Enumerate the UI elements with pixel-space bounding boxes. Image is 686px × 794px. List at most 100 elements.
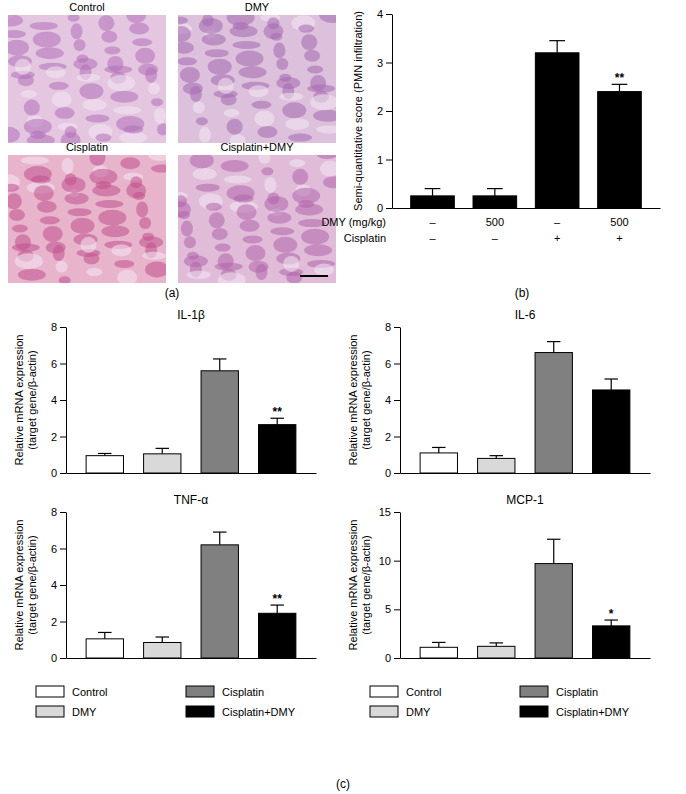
micrograph-label: DMY bbox=[245, 1, 270, 13]
tissue-texture bbox=[221, 160, 249, 172]
tick-mark bbox=[394, 658, 400, 659]
tick-mark bbox=[60, 364, 66, 365]
tick-mark bbox=[60, 622, 66, 623]
tick-mark bbox=[60, 437, 66, 438]
tissue-texture bbox=[298, 25, 314, 33]
tissue-texture bbox=[190, 86, 202, 102]
legend-swatch bbox=[370, 686, 398, 697]
tissue-texture bbox=[264, 177, 276, 193]
error-bar-stem bbox=[432, 189, 433, 196]
error-bar-stem bbox=[494, 189, 495, 196]
tick-label: 5 bbox=[385, 603, 391, 615]
axis-line bbox=[400, 328, 401, 474]
bar-chart: 02468IL-6Relative mRNA expression(target… bbox=[347, 308, 651, 479]
tissue-texture bbox=[89, 169, 117, 185]
plot-area bbox=[411, 41, 642, 208]
tissue-texture bbox=[9, 209, 25, 221]
tissue-texture bbox=[178, 42, 194, 54]
tissue-texture bbox=[212, 228, 228, 240]
y-axis-title: Relative mRNA expression bbox=[13, 520, 25, 651]
y-tick: 2 bbox=[385, 431, 400, 443]
tick-label: 0 bbox=[385, 467, 391, 479]
tissue-texture bbox=[8, 30, 26, 38]
tissue-texture bbox=[236, 51, 264, 67]
error-bar-stem bbox=[277, 605, 278, 613]
error-bar-stem bbox=[162, 637, 163, 642]
tissue-texture bbox=[8, 127, 20, 143]
tissue-texture bbox=[184, 255, 208, 267]
error-bar-stem bbox=[619, 84, 620, 91]
tick-mark bbox=[394, 473, 400, 474]
tick-mark bbox=[394, 327, 400, 328]
tick-mark bbox=[60, 327, 66, 328]
tick-label: 0 bbox=[51, 652, 57, 664]
tick-label: 2 bbox=[51, 616, 57, 628]
error-bar bbox=[432, 642, 445, 647]
tick-mark bbox=[394, 364, 400, 365]
error-bar-stem bbox=[438, 642, 439, 647]
legend-label: Cisplatin bbox=[222, 686, 264, 698]
error-bar-stem bbox=[553, 539, 554, 563]
tissue-texture bbox=[12, 225, 28, 233]
tissue-texture bbox=[46, 66, 66, 78]
micrograph-image bbox=[178, 15, 336, 143]
tissue-texture bbox=[317, 155, 336, 159]
bar bbox=[598, 92, 642, 208]
tissue-texture bbox=[98, 210, 126, 226]
tick-label: 3 bbox=[377, 57, 383, 69]
error-bar-stem bbox=[557, 41, 558, 53]
y-tick: 5 bbox=[385, 603, 400, 615]
tissue-texture bbox=[95, 200, 123, 208]
axis-line bbox=[400, 513, 401, 659]
tissue-texture bbox=[209, 212, 225, 228]
error-bar-stem bbox=[104, 632, 105, 638]
tissue-texture bbox=[208, 59, 232, 75]
y-tick: 0 bbox=[51, 467, 66, 479]
error-bar bbox=[425, 189, 441, 196]
error-bar bbox=[612, 84, 628, 91]
tissue-texture bbox=[267, 212, 291, 224]
tissue-texture bbox=[107, 75, 135, 91]
tissue-texture bbox=[257, 126, 277, 138]
tissue-texture bbox=[15, 59, 31, 75]
tissue-texture bbox=[289, 159, 305, 167]
x-axis bbox=[401, 658, 651, 659]
y-tick: 2 bbox=[51, 431, 66, 443]
tissue-texture bbox=[254, 110, 274, 126]
tissue-texture bbox=[157, 123, 166, 135]
tissue-texture bbox=[117, 270, 137, 283]
y-tick: 4 bbox=[385, 394, 400, 406]
y-tick: 4 bbox=[377, 8, 392, 20]
bar bbox=[259, 425, 296, 473]
bar bbox=[411, 196, 455, 208]
tissue-texture bbox=[184, 236, 196, 248]
micrograph bbox=[164, 7, 347, 146]
tissue-texture bbox=[135, 48, 155, 64]
error-bar bbox=[156, 637, 169, 642]
tick-mark bbox=[60, 658, 66, 659]
micrograph bbox=[0, 7, 169, 148]
error-bar-cap bbox=[156, 636, 169, 637]
error-bar-cap bbox=[98, 453, 111, 454]
tissue-texture bbox=[283, 256, 299, 272]
tissue-texture bbox=[27, 134, 55, 143]
tissue-texture bbox=[76, 74, 100, 82]
y-axis-title: (target gene/β-actin) bbox=[26, 350, 38, 449]
tissue-texture bbox=[104, 65, 132, 73]
error-bar bbox=[549, 41, 565, 53]
y-axis-title: Relative mRNA expression bbox=[347, 335, 359, 466]
tissue-texture bbox=[113, 106, 141, 114]
micrograph-image bbox=[8, 155, 166, 283]
table-row-label: Cisplatin bbox=[344, 232, 386, 244]
chart-title: MCP-1 bbox=[506, 493, 544, 507]
tissue-texture bbox=[279, 93, 303, 101]
tick-mark bbox=[386, 63, 392, 64]
tissue-texture bbox=[89, 155, 105, 166]
bar bbox=[420, 647, 457, 658]
y-axis-title: (target gene/β-actin) bbox=[360, 350, 372, 449]
y-tick: 6 bbox=[385, 358, 400, 370]
tissue-texture bbox=[24, 100, 40, 116]
panel-label: (b) bbox=[515, 286, 530, 300]
figure: ControlDMYCisplatinCisplatin+DMY(a)(b)(c… bbox=[0, 0, 686, 794]
tissue-texture bbox=[24, 119, 52, 135]
